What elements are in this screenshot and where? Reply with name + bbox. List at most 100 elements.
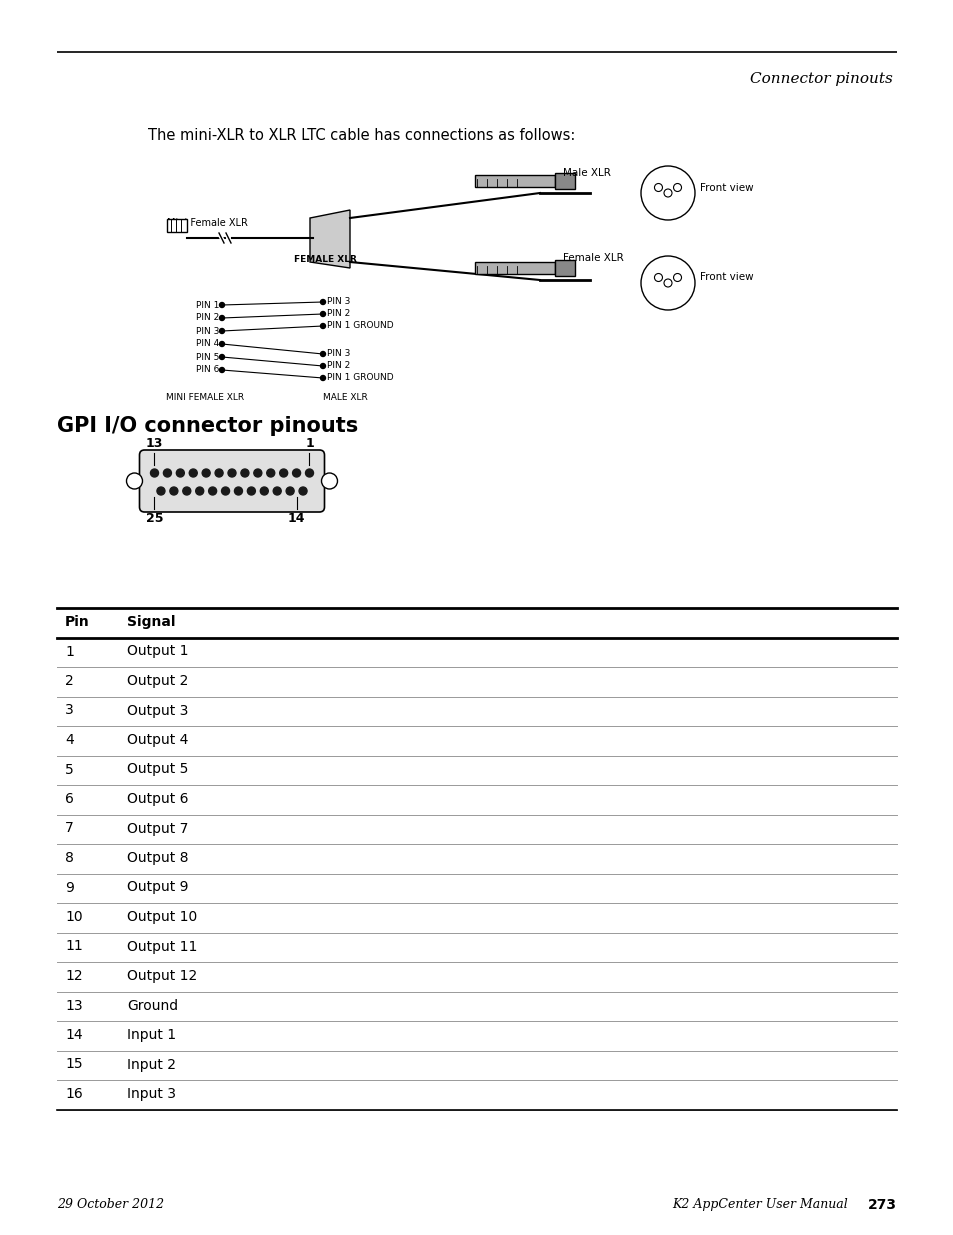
- Text: 273: 273: [867, 1198, 896, 1212]
- Circle shape: [234, 487, 242, 495]
- Text: Front view: Front view: [700, 183, 753, 193]
- Text: Output 11: Output 11: [127, 940, 197, 953]
- Text: 10: 10: [65, 910, 83, 924]
- Text: Output 12: Output 12: [127, 969, 197, 983]
- Text: 4: 4: [65, 734, 73, 747]
- Circle shape: [253, 469, 261, 477]
- Text: Input 1: Input 1: [127, 1028, 176, 1042]
- Text: Signal: Signal: [127, 615, 175, 629]
- Circle shape: [320, 375, 325, 380]
- Circle shape: [293, 469, 300, 477]
- FancyBboxPatch shape: [139, 450, 324, 513]
- Circle shape: [260, 487, 268, 495]
- Text: Output 7: Output 7: [127, 821, 188, 836]
- Circle shape: [219, 368, 224, 373]
- Text: 1: 1: [305, 437, 314, 450]
- Circle shape: [157, 487, 165, 495]
- Text: PIN 3: PIN 3: [327, 350, 350, 358]
- Text: 2: 2: [65, 674, 73, 688]
- Circle shape: [663, 189, 671, 198]
- Text: GPI I/O connector pinouts: GPI I/O connector pinouts: [57, 416, 358, 436]
- Text: Front view: Front view: [700, 272, 753, 282]
- Text: Input 2: Input 2: [127, 1057, 175, 1072]
- Text: PIN 3: PIN 3: [195, 326, 219, 336]
- Text: 16: 16: [65, 1087, 83, 1100]
- Circle shape: [151, 469, 158, 477]
- Text: PIN 6: PIN 6: [195, 366, 219, 374]
- Circle shape: [241, 469, 249, 477]
- Bar: [167, 219, 187, 232]
- Circle shape: [305, 469, 314, 477]
- Text: PIN 1 GROUND: PIN 1 GROUND: [327, 321, 394, 331]
- Circle shape: [654, 184, 661, 191]
- Circle shape: [273, 487, 281, 495]
- Circle shape: [247, 487, 255, 495]
- Text: 5: 5: [65, 762, 73, 777]
- Text: 7: 7: [65, 821, 73, 836]
- Circle shape: [189, 469, 197, 477]
- Text: Output 1: Output 1: [127, 645, 189, 658]
- Bar: [555, 173, 575, 189]
- Text: Female XLR: Female XLR: [562, 253, 623, 263]
- Circle shape: [320, 324, 325, 329]
- Circle shape: [673, 184, 680, 191]
- Text: 29 October 2012: 29 October 2012: [57, 1198, 164, 1212]
- Text: K2 AppCenter User Manual: K2 AppCenter User Manual: [672, 1198, 847, 1212]
- Circle shape: [219, 342, 224, 347]
- Polygon shape: [310, 210, 350, 268]
- Bar: [475, 262, 555, 274]
- Text: Output 5: Output 5: [127, 762, 188, 777]
- Circle shape: [640, 165, 695, 220]
- Text: MINI FEMALE XLR: MINI FEMALE XLR: [166, 393, 244, 403]
- Text: Input 3: Input 3: [127, 1087, 175, 1100]
- Text: 14: 14: [65, 1028, 83, 1042]
- Text: PIN 3: PIN 3: [327, 298, 350, 306]
- Circle shape: [219, 329, 224, 333]
- Circle shape: [321, 473, 337, 489]
- Text: Output 9: Output 9: [127, 881, 189, 894]
- Text: Output 2: Output 2: [127, 674, 188, 688]
- Text: 14: 14: [288, 513, 305, 525]
- Text: PIN 1: PIN 1: [195, 300, 219, 310]
- Text: 9: 9: [65, 881, 73, 894]
- Text: Mini Female XLR: Mini Female XLR: [167, 219, 248, 228]
- Circle shape: [214, 469, 223, 477]
- Text: PIN 2: PIN 2: [195, 314, 219, 322]
- Circle shape: [320, 311, 325, 316]
- Circle shape: [673, 273, 680, 282]
- Text: FEMALE XLR: FEMALE XLR: [294, 254, 356, 264]
- Circle shape: [195, 487, 204, 495]
- Circle shape: [202, 469, 210, 477]
- Text: 3: 3: [65, 704, 73, 718]
- Text: Output 3: Output 3: [127, 704, 188, 718]
- Text: Male XLR: Male XLR: [562, 168, 610, 178]
- Circle shape: [228, 469, 235, 477]
- Text: 13: 13: [65, 999, 83, 1013]
- Text: Ground: Ground: [127, 999, 178, 1013]
- Text: Connector pinouts: Connector pinouts: [749, 72, 892, 86]
- Circle shape: [219, 303, 224, 308]
- Text: Output 8: Output 8: [127, 851, 189, 864]
- Circle shape: [279, 469, 288, 477]
- Circle shape: [221, 487, 230, 495]
- Circle shape: [209, 487, 216, 495]
- Circle shape: [267, 469, 274, 477]
- Circle shape: [640, 256, 695, 310]
- Text: 11: 11: [65, 940, 83, 953]
- Text: PIN 4: PIN 4: [195, 340, 219, 348]
- Text: Output 6: Output 6: [127, 792, 189, 806]
- Text: MALE XLR: MALE XLR: [322, 393, 367, 403]
- Text: PIN 2: PIN 2: [327, 310, 350, 319]
- Bar: [555, 261, 575, 275]
- Circle shape: [663, 279, 671, 287]
- Circle shape: [176, 469, 184, 477]
- Text: 1: 1: [65, 645, 73, 658]
- Text: Pin: Pin: [65, 615, 90, 629]
- Text: 25: 25: [146, 513, 163, 525]
- Text: PIN 2: PIN 2: [327, 362, 350, 370]
- Text: 15: 15: [65, 1057, 83, 1072]
- Text: 8: 8: [65, 851, 73, 864]
- Circle shape: [320, 300, 325, 305]
- Text: 6: 6: [65, 792, 73, 806]
- Circle shape: [219, 354, 224, 359]
